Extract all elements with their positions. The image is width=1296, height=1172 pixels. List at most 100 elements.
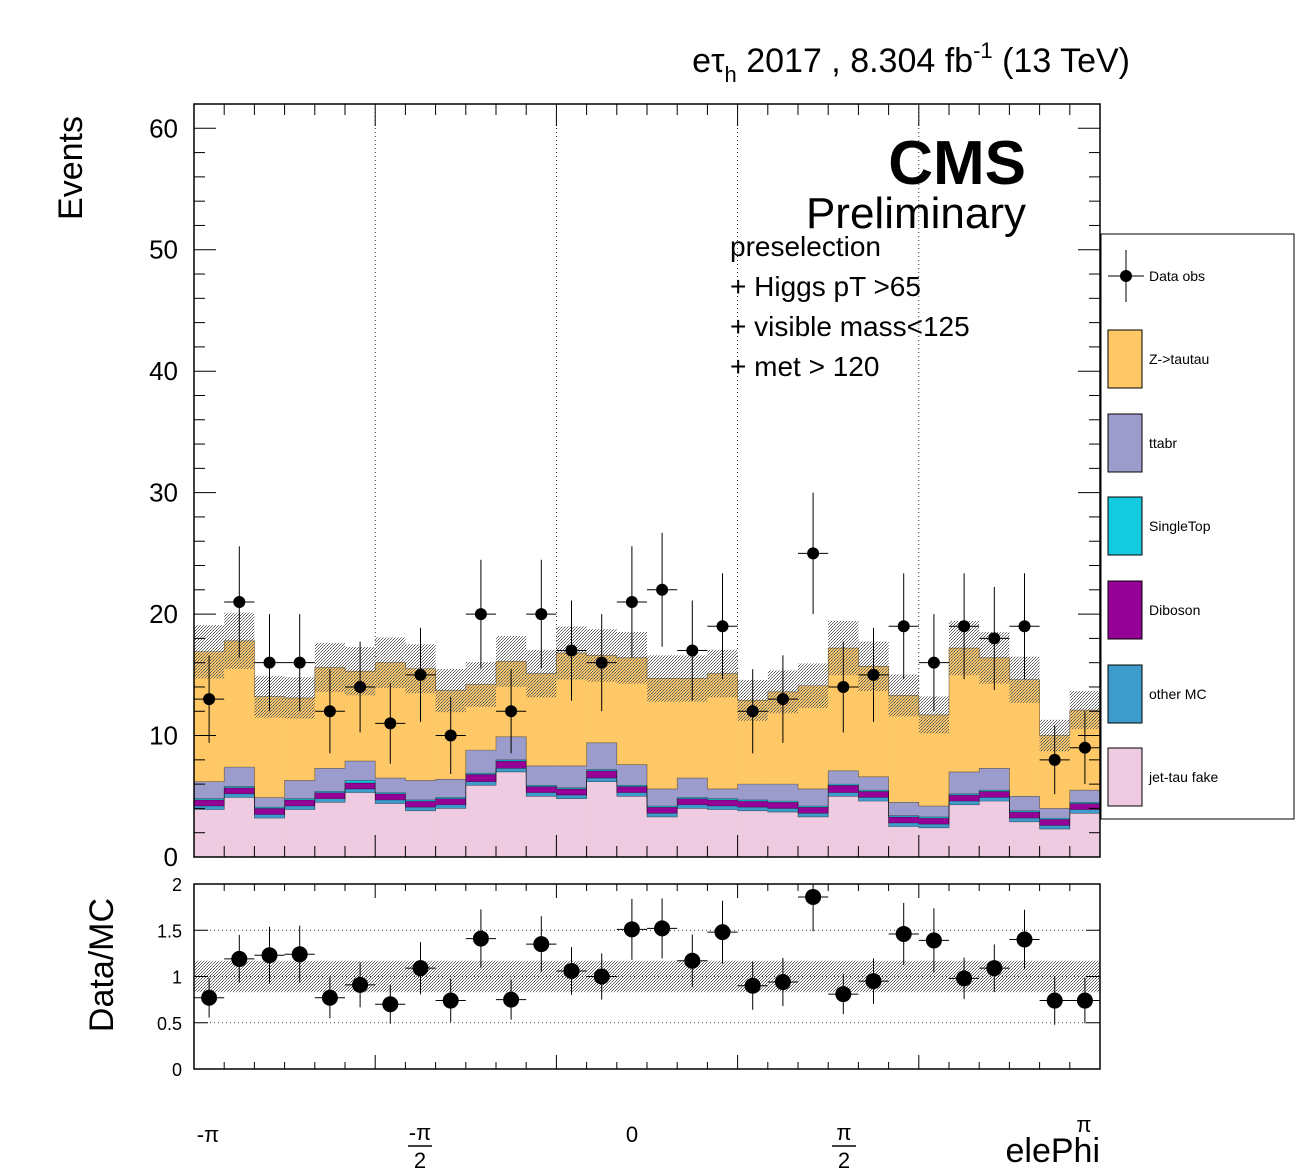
bar-other-mc: [375, 799, 406, 804]
data-marker: [807, 547, 820, 560]
bar-jet-tau-fake: [405, 810, 436, 857]
data-point: [314, 669, 345, 754]
header-lumi-exp: -1: [973, 38, 993, 63]
y-tick-label: 0: [164, 842, 178, 872]
data-point: [1069, 711, 1100, 785]
bar-other-mc: [1009, 818, 1040, 822]
bar-jet-tau-fake: [616, 796, 648, 857]
series-outline: [194, 640, 1100, 736]
bar-diboson: [767, 802, 799, 809]
bar-diboson: [616, 786, 648, 793]
ratio-marker: [1046, 992, 1063, 1009]
y-tick-label: 20: [149, 599, 178, 629]
bar-other-mc: [707, 805, 738, 810]
bar-singletop: [828, 784, 859, 786]
ratio-point: [828, 974, 859, 1015]
ratio-point: [556, 947, 587, 995]
data-marker: [293, 656, 306, 669]
bar-singletop: [1039, 818, 1071, 820]
data-marker: [716, 620, 729, 633]
x-tick-label-numerator: -π: [409, 1120, 432, 1145]
y-tick-label: 60: [149, 113, 178, 143]
bar-singletop: [254, 807, 285, 809]
data-marker: [927, 656, 940, 669]
bar-jet-tau-fake: [677, 808, 708, 857]
bar-other-mc: [858, 797, 889, 802]
ratio-y-tick-label: 0.5: [157, 1014, 182, 1034]
bar-jet-tau-fake: [979, 801, 1010, 857]
data-marker: [444, 729, 457, 742]
data-marker: [837, 680, 850, 693]
x-tick-label: 0: [626, 1122, 638, 1147]
bar-ttabr: [858, 776, 889, 791]
ratio-marker: [533, 936, 550, 953]
bar-jet-tau-fake: [194, 809, 225, 857]
bar-singletop: [858, 790, 889, 792]
legend-swatch-ttbar: [1107, 413, 1143, 473]
legend-entry-ttbar: ttabr: [1107, 413, 1177, 473]
ratio-point: [314, 977, 345, 1019]
bar-diboson: [798, 807, 829, 814]
bar-diboson: [224, 787, 255, 794]
data-marker: [565, 644, 578, 657]
bar-ttabr: [526, 765, 557, 786]
bar-ttabr: [1069, 790, 1101, 803]
ratio-point: [979, 944, 1010, 992]
series-outline: [194, 759, 1100, 819]
cms-label: CMS: [888, 129, 1026, 198]
ratio-marker: [321, 989, 338, 1006]
bar-diboson: [556, 788, 587, 796]
bar-other-mc: [345, 788, 376, 793]
data-point: [949, 573, 980, 680]
bar-ttabr: [767, 784, 799, 802]
legend-label-ttbar: ttabr: [1149, 435, 1177, 451]
ratio-marker: [1016, 931, 1033, 948]
x-tick-labels: -π -π 2 0 π 2 π: [197, 1112, 1092, 1172]
bar-singletop: [405, 799, 436, 802]
bar-diboson: [737, 801, 769, 808]
ratio-marker: [563, 962, 580, 979]
ratio-marker: [412, 960, 429, 977]
bar-ttabr: [707, 788, 738, 799]
ratio-point: [1039, 976, 1070, 1025]
data-point: [194, 655, 225, 743]
bar-diboson: [918, 818, 950, 825]
data-marker: [625, 595, 638, 608]
header-title: eτh 2017 , 8.304 fb-1 (13 TeV): [692, 38, 1130, 87]
bar-jet-tau-fake: [556, 798, 587, 857]
preliminary-label: Preliminary: [806, 189, 1026, 238]
bar-diboson: [647, 807, 678, 814]
data-marker: [595, 656, 608, 669]
bar-other-mc: [798, 813, 829, 817]
data-marker: [1018, 620, 1031, 633]
data-point: [435, 697, 466, 774]
legend-swatch-jettaufake: [1107, 747, 1143, 807]
ratio-marker: [895, 925, 912, 942]
ratio-marker: [231, 950, 248, 967]
y-tick-label: 40: [149, 356, 178, 386]
bar-diboson: [888, 816, 920, 823]
bar-jet-tau-fake: [375, 803, 406, 857]
data-point: [616, 546, 647, 658]
bar-jet-tau-fake: [918, 827, 950, 857]
data-point: [737, 669, 768, 754]
bar-other-mc: [737, 807, 769, 811]
ratio-marker: [986, 960, 1003, 977]
bar-jet-tau-fake: [284, 809, 316, 857]
data-point: [254, 614, 285, 712]
selection-line-2: + Higgs pT >65: [730, 271, 921, 302]
data-point: [405, 627, 436, 722]
data-marker: [746, 705, 759, 718]
data-marker: [535, 608, 548, 621]
bar-jet-tau-fake: [828, 796, 859, 857]
bar-singletop: [284, 798, 316, 800]
bar-ttabr: [616, 764, 648, 786]
ratio-marker: [925, 932, 942, 949]
series-outline: [194, 736, 1100, 809]
x-tick-label: π: [1076, 1112, 1091, 1137]
bar-ttabr: [888, 802, 920, 816]
data-marker: [203, 693, 216, 706]
bar-diboson: [677, 798, 708, 805]
data-point: [284, 614, 315, 712]
data-marker: [988, 632, 1001, 645]
